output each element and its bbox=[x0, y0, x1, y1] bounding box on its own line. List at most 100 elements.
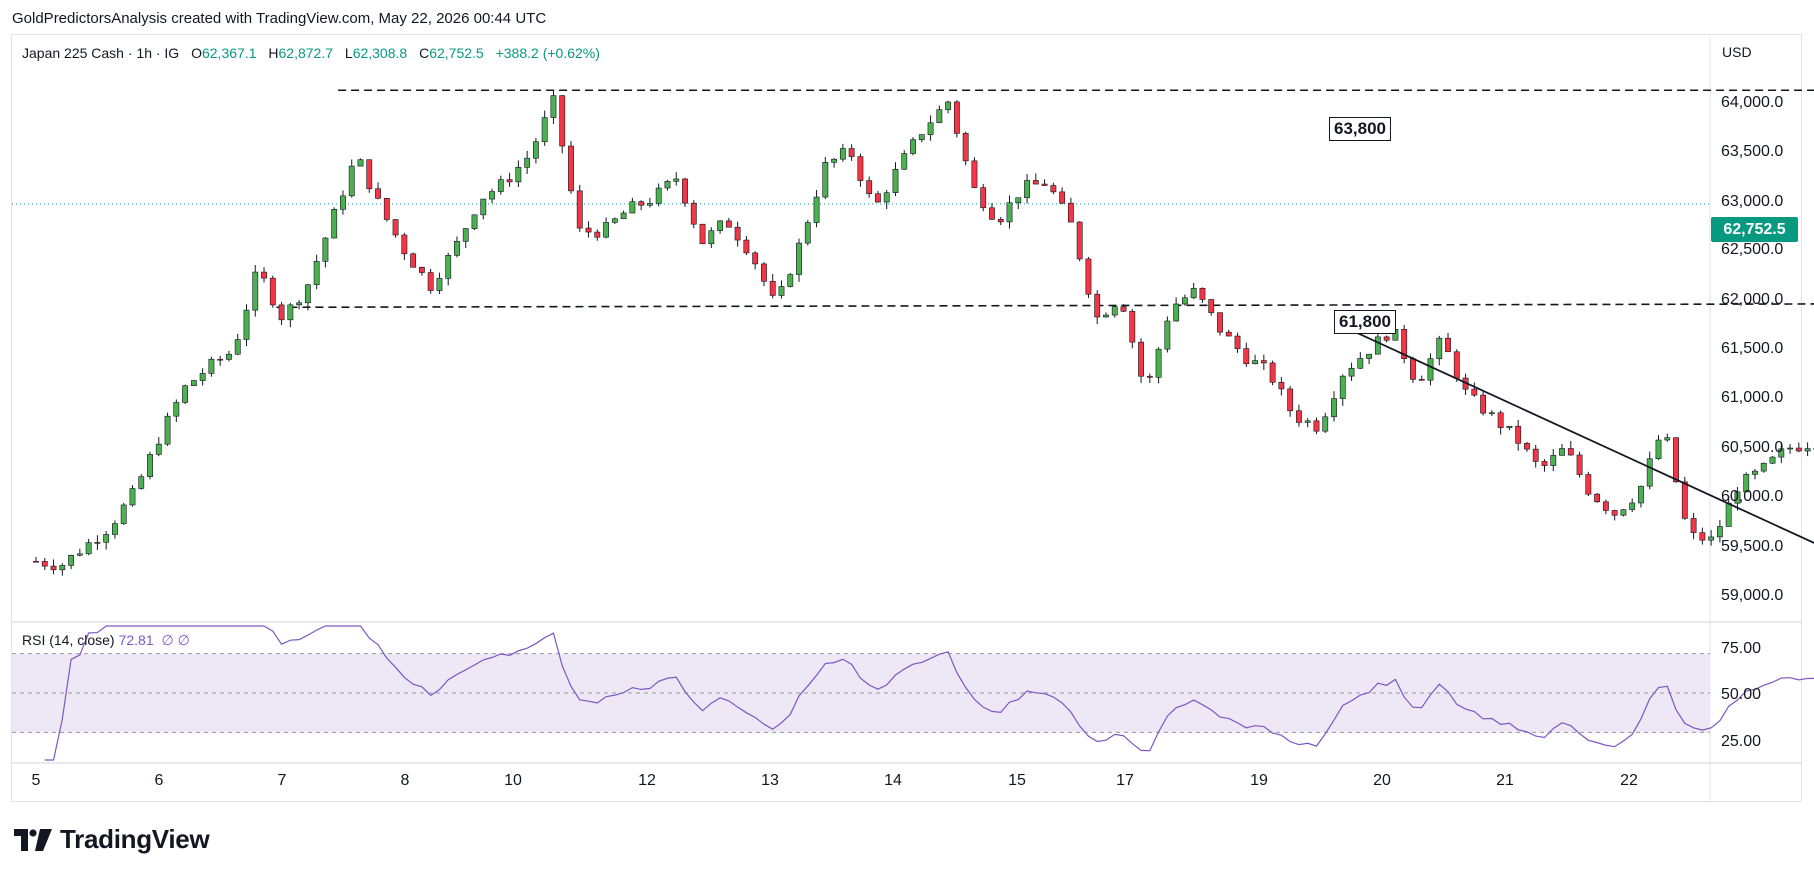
candle-down bbox=[375, 182, 381, 200]
candle-down bbox=[980, 183, 987, 212]
candle-down bbox=[261, 267, 267, 283]
candle-body bbox=[787, 274, 794, 287]
candle-body bbox=[1594, 493, 1601, 503]
candle-body bbox=[971, 160, 978, 188]
candle-down bbox=[997, 216, 1004, 226]
time-tick: 17 bbox=[1116, 772, 1134, 789]
candle-body bbox=[1006, 202, 1013, 223]
candle-up bbox=[1708, 530, 1715, 546]
candle-body bbox=[1103, 314, 1109, 318]
candle-up bbox=[673, 172, 680, 186]
candle-body bbox=[1576, 454, 1583, 475]
candle-body bbox=[1067, 202, 1074, 223]
candle-down bbox=[1217, 312, 1223, 336]
neckline-label[interactable]: 61,800 bbox=[1334, 310, 1396, 334]
candle-up bbox=[1778, 442, 1785, 464]
candle-up bbox=[1638, 485, 1644, 508]
candle-body bbox=[1480, 394, 1487, 414]
time-tick: 14 bbox=[884, 772, 902, 789]
candle-up bbox=[1366, 353, 1373, 365]
candle-up bbox=[454, 236, 460, 258]
candle-body bbox=[778, 286, 785, 296]
candle-up bbox=[480, 198, 487, 220]
candle-body bbox=[559, 95, 566, 147]
close-value: 62,752.5 bbox=[429, 45, 484, 61]
candle-body bbox=[1734, 491, 1741, 504]
open-value: 62,367.1 bbox=[201, 45, 257, 61]
price-tick: 59,000.0 bbox=[1721, 587, 1784, 604]
resistance-label[interactable]: 63,800 bbox=[1329, 117, 1391, 141]
price-tick: 62,500.0 bbox=[1721, 241, 1784, 258]
candle-body bbox=[1225, 331, 1232, 337]
candle-body bbox=[112, 523, 118, 535]
candle-up bbox=[787, 272, 794, 288]
candle-up bbox=[287, 302, 294, 328]
candle-body bbox=[1366, 353, 1373, 359]
candle-up bbox=[1506, 425, 1513, 431]
candle-up bbox=[462, 228, 469, 249]
candle-body bbox=[1155, 348, 1162, 378]
candle-down bbox=[418, 266, 425, 276]
candle-down bbox=[1410, 356, 1416, 383]
candle-down bbox=[41, 557, 48, 570]
low-label: L bbox=[344, 45, 353, 61]
candle-down bbox=[568, 141, 574, 194]
rsi-extra: ∅ ∅ bbox=[161, 632, 190, 648]
candle-down bbox=[401, 232, 408, 260]
candle-body bbox=[1269, 362, 1276, 383]
price-tick: 60,500.0 bbox=[1721, 439, 1784, 456]
candle-down bbox=[1260, 354, 1267, 371]
candle-down bbox=[1313, 417, 1320, 435]
tradingview-brand[interactable]: TradingView bbox=[14, 824, 210, 855]
candle-up bbox=[611, 217, 618, 224]
candle-up bbox=[1252, 354, 1258, 365]
candle-down bbox=[1497, 410, 1504, 435]
candle-down bbox=[594, 229, 601, 241]
candle-body bbox=[138, 476, 145, 489]
symbol-name[interactable]: Japan 225 Cash · 1h · IG bbox=[22, 45, 180, 61]
candle-body bbox=[296, 302, 303, 306]
candle-up bbox=[1752, 468, 1758, 480]
candle-up bbox=[1804, 442, 1811, 457]
candle-up bbox=[173, 399, 180, 422]
low-value: 62,308.8 bbox=[352, 45, 408, 61]
candle-up bbox=[1760, 462, 1767, 473]
candle-body bbox=[261, 271, 267, 279]
candle-body bbox=[910, 139, 916, 154]
candle-body bbox=[226, 353, 232, 360]
candle-up bbox=[664, 179, 671, 191]
candle-body bbox=[1506, 425, 1513, 428]
candle-down bbox=[1401, 325, 1408, 364]
candle-body bbox=[699, 223, 706, 245]
symbol-legend[interactable]: Japan 225 Cash · 1h · IG O62,367.1 H62,8… bbox=[22, 45, 608, 61]
candle-down bbox=[743, 235, 750, 256]
currency-selector[interactable]: USD bbox=[1722, 44, 1752, 60]
price-tick: 62,000.0 bbox=[1721, 291, 1784, 308]
candle-body bbox=[1436, 337, 1443, 359]
candle-body bbox=[383, 197, 390, 220]
candle-body bbox=[1348, 367, 1355, 377]
candle-body bbox=[357, 159, 364, 167]
candle-up bbox=[1181, 294, 1188, 306]
candle-body bbox=[1190, 287, 1197, 299]
candle-body bbox=[1024, 180, 1030, 199]
candle-body bbox=[1611, 510, 1618, 516]
candle-up bbox=[1664, 433, 1671, 442]
candle-body bbox=[1313, 420, 1320, 432]
candle-up bbox=[1015, 197, 1022, 210]
candle-body bbox=[1260, 360, 1267, 364]
candle-up bbox=[155, 437, 162, 457]
candle-body bbox=[1041, 183, 1048, 186]
candle-down bbox=[1059, 187, 1066, 205]
candle-up bbox=[68, 554, 75, 570]
candle-up bbox=[138, 474, 145, 490]
candle-body bbox=[576, 190, 583, 229]
candle-body bbox=[489, 191, 495, 200]
rsi-legend[interactable]: RSI (14, close) 72.81 ∅ ∅ bbox=[22, 632, 190, 649]
candle-body bbox=[190, 380, 197, 386]
chart-attribution: GoldPredictorsAnalysis created with Trad… bbox=[12, 10, 547, 27]
candle-down bbox=[1243, 342, 1250, 367]
candle-body bbox=[1120, 306, 1127, 312]
candle-down bbox=[1699, 527, 1706, 545]
